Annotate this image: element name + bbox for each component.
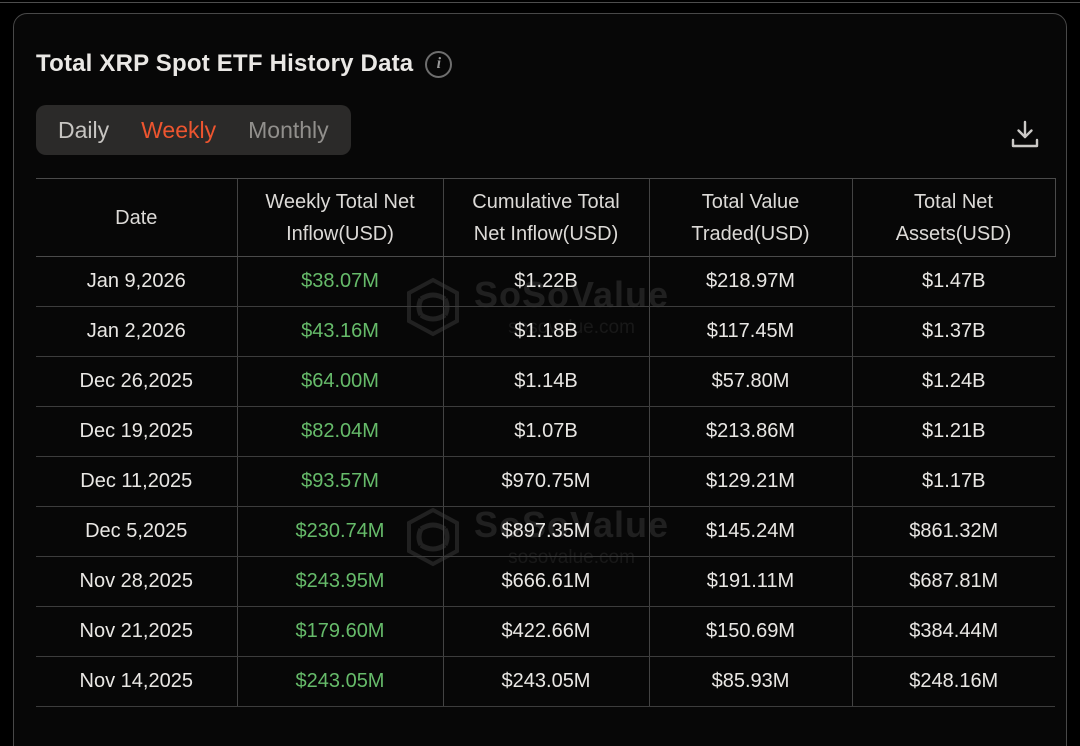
table-row: Nov 14,2025 $243.05M $243.05M $85.93M $248.1… [36,656,1055,707]
column-header-2: Cumulative Total Net Inflow(USD) [442,178,649,257]
cell-weekly_net_inflow: $243.95M [236,556,443,607]
cell-cumulative_net_inflow: $1.18B [442,306,649,357]
cell-net_assets: $1.47B [851,256,1055,307]
column-header-3: Total Value Traded(USD) [648,178,852,257]
cell-value_traded: $150.69M [648,606,852,657]
cell-value_traded: $218.97M [648,256,852,307]
table-header-row: Date Weekly Total Net Inflow(USD) Cumulati… [36,178,1056,257]
cell-cumulative_net_inflow: $666.61M [442,556,649,607]
etf-history-table: Date Weekly Total Net Inflow(USD) Cumulati… [36,178,1056,707]
cell-value_traded: $57.80M [648,356,852,407]
column-header-0: Date [36,178,237,257]
tab-weekly[interactable]: Weekly [125,105,232,155]
cell-date: Nov 28,2025 [36,556,237,607]
cell-date: Nov 21,2025 [36,606,237,657]
table-row: Nov 21,2025 $179.60M $422.66M $150.69M $384.… [36,606,1055,657]
cell-date: Jan 2,2026 [36,306,237,357]
cell-net_assets: $1.17B [851,456,1055,507]
interval-tab-bar: Daily Weekly Monthly [36,105,351,155]
cell-value_traded: $117.45M [648,306,852,357]
cell-cumulative_net_inflow: $1.22B [442,256,649,307]
cell-net_assets: $1.24B [851,356,1055,407]
etf-history-panel: Total XRP Spot ETF History Data i Daily … [13,13,1067,746]
cell-value_traded: $145.24M [648,506,852,557]
cell-date: Nov 14,2025 [36,656,237,707]
cell-value_traded: $129.21M [648,456,852,507]
cell-value_traded: $213.86M [648,406,852,457]
info-icon[interactable]: i [425,50,453,78]
cell-date: Dec 19,2025 [36,406,237,457]
cell-cumulative_net_inflow: $1.07B [442,406,649,457]
cell-date: Dec 11,2025 [36,456,237,507]
cell-net_assets: $861.32M [851,506,1055,557]
table-row: Dec 19,2025 $82.04M $1.07B $213.86M $1.21B [36,406,1055,457]
cell-cumulative_net_inflow: $970.75M [442,456,649,507]
cell-net_assets: $248.16M [851,656,1055,707]
cell-weekly_net_inflow: $43.16M [236,306,443,357]
cell-date: Dec 26,2025 [36,356,237,407]
cell-date: Dec 5,2025 [36,506,237,557]
cell-weekly_net_inflow: $243.05M [236,656,443,707]
table-row: Jan 9,2026 $38.07M $1.22B $218.97M $1.47B [36,256,1055,307]
cell-cumulative_net_inflow: $897.35M [442,506,649,557]
panel-header: Total XRP Spot ETF History Data i [36,48,1066,80]
column-header-1: Weekly Total Net Inflow(USD) [236,178,443,257]
cell-weekly_net_inflow: $64.00M [236,356,443,407]
cell-date: Jan 9,2026 [36,256,237,307]
top-divider [0,2,1080,3]
cell-cumulative_net_inflow: $422.66M [442,606,649,657]
cell-cumulative_net_inflow: $243.05M [442,656,649,707]
cell-value_traded: $191.11M [648,556,852,607]
page-title: Total XRP Spot ETF History Data [36,50,414,77]
cell-weekly_net_inflow: $179.60M [236,606,443,657]
cell-weekly_net_inflow: $38.07M [236,256,443,307]
table-row: Nov 28,2025 $243.95M $666.61M $191.11M $687.… [36,556,1055,607]
tab-daily[interactable]: Daily [42,105,125,155]
cell-weekly_net_inflow: $230.74M [236,506,443,557]
cell-weekly_net_inflow: $82.04M [236,406,443,457]
table-row: Dec 11,2025 $93.57M $970.75M $129.21M $1.17B [36,456,1055,507]
tab-monthly[interactable]: Monthly [232,105,345,155]
table-row: Dec 5,2025 $230.74M $897.35M $145.24M $861.3… [36,506,1055,557]
cell-net_assets: $384.44M [851,606,1055,657]
cell-cumulative_net_inflow: $1.14B [442,356,649,407]
table-row: Dec 26,2025 $64.00M $1.14B $57.80M $1.24B [36,356,1055,407]
download-button[interactable] [1004,114,1046,156]
column-header-4: Total Net Assets(USD) [851,178,1056,257]
cell-value_traded: $85.93M [648,656,852,707]
cell-net_assets: $687.81M [851,556,1055,607]
cell-net_assets: $1.21B [851,406,1055,457]
cell-weekly_net_inflow: $93.57M [236,456,443,507]
table-row: Jan 2,2026 $43.16M $1.18B $117.45M $1.37B [36,306,1055,357]
cell-net_assets: $1.37B [851,306,1055,357]
download-icon [1011,120,1039,148]
